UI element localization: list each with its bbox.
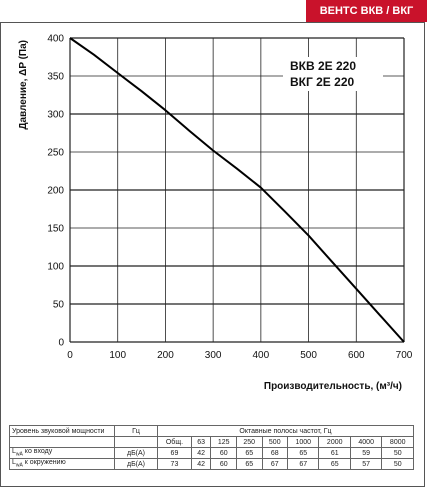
series-curve	[69, 37, 405, 343]
noise-table-row: LwA к окружению дБ(А) 73 42 60 65 67 67 65 57 50	[9, 458, 414, 470]
noise-value-cell: 67	[261, 458, 289, 470]
chart-title-line-1: ВКВ 2Е 220	[290, 59, 356, 73]
noise-value-cell: 60	[210, 458, 237, 470]
noise-value-cell: 42	[190, 458, 212, 470]
x-axis-label: Производительность, (м³/ч)	[264, 381, 402, 392]
y-tick-label: 350	[47, 72, 64, 83]
noise-table: Уровень звуковой мощности Гц Октавные по…	[9, 425, 414, 470]
noise-col-header: 1000	[287, 436, 320, 448]
noise-value-cell: 50	[381, 447, 414, 459]
noise-table-row: LwA ко входу дБ(А) 69 42 60 65 68 65 61 59 50	[9, 447, 414, 459]
x-tick-label: 700	[396, 350, 413, 361]
y-tick-label: 200	[47, 186, 64, 197]
noise-col-header: 8000	[381, 436, 414, 448]
noise-col-header: Общ.	[157, 436, 192, 448]
curve-layer	[69, 37, 405, 343]
noise-value-cell: 65	[287, 447, 320, 459]
noise-row-label: LwA ко входу	[9, 447, 115, 459]
noise-value-cell: 61	[318, 447, 351, 459]
noise-value-cell: 73	[157, 458, 192, 470]
noise-value-cell: 50	[381, 458, 414, 470]
chart-title-line-2: ВКГ 2Е 220	[290, 75, 354, 89]
y-tick-label: 50	[53, 300, 65, 311]
chart-frame	[0, 22, 425, 487]
noise-col-header: 500	[261, 436, 289, 448]
tick-labels: 0 100 200 300 400 500 600 700 0 50 100 150 200 250 300…	[47, 34, 412, 362]
brand-badge: ВЕНТС ВКВ / ВКГ	[306, 0, 427, 22]
noise-table-columns-row: Общ. 63 125 250 500 1000 2000 4000 8000	[9, 436, 414, 448]
x-tick-label: 300	[205, 350, 222, 361]
noise-row-unit: дБ(А)	[114, 458, 158, 470]
noise-col-header: 250	[235, 436, 263, 448]
y-tick-label: 250	[47, 148, 64, 159]
noise-col-header: 2000	[318, 436, 351, 448]
noise-value-cell: 65	[318, 458, 351, 470]
y-axis-label: Давление, ΔP (Па)	[18, 40, 29, 130]
title-backing	[283, 57, 383, 91]
noise-row-label: LwA к окружению	[9, 458, 115, 470]
chart-grid	[69, 37, 405, 343]
y-tick-label: 300	[47, 110, 64, 121]
noise-value-cell: 69	[157, 447, 192, 459]
y-tick-label: 150	[47, 224, 64, 235]
noise-value-cell: 42	[190, 447, 212, 459]
noise-value-cell: 67	[287, 458, 320, 470]
x-tick-label: 100	[109, 350, 126, 361]
noise-value-cell: 68	[261, 447, 289, 459]
noise-value-cell: 59	[349, 447, 383, 459]
x-tick-label: 400	[253, 350, 270, 361]
noise-table-unit-hz: Гц	[114, 425, 158, 437]
x-tick-label: 600	[348, 350, 365, 361]
noise-value-cell: 57	[349, 458, 383, 470]
noise-value-cell: 60	[210, 447, 237, 459]
x-tick-label: 200	[157, 350, 174, 361]
y-tick-label: 0	[58, 338, 64, 349]
x-tick-label: 0	[67, 350, 73, 361]
y-tick-label: 400	[47, 34, 64, 45]
noise-table-octave-label: Октавные полосы частот, Гц	[157, 425, 414, 437]
noise-col-header: 125	[210, 436, 237, 448]
noise-row-unit: дБ(А)	[114, 447, 158, 459]
noise-col-header: 4000	[349, 436, 383, 448]
x-tick-label: 500	[300, 350, 317, 361]
noise-col-header: 63	[190, 436, 212, 448]
noise-value-cell: 65	[235, 458, 263, 470]
noise-table-title: Уровень звуковой мощности	[9, 425, 115, 437]
noise-value-cell: 65	[235, 447, 263, 459]
noise-table-header-row: Уровень звуковой мощности Гц Октавные по…	[9, 425, 414, 437]
y-tick-label: 100	[47, 262, 64, 273]
